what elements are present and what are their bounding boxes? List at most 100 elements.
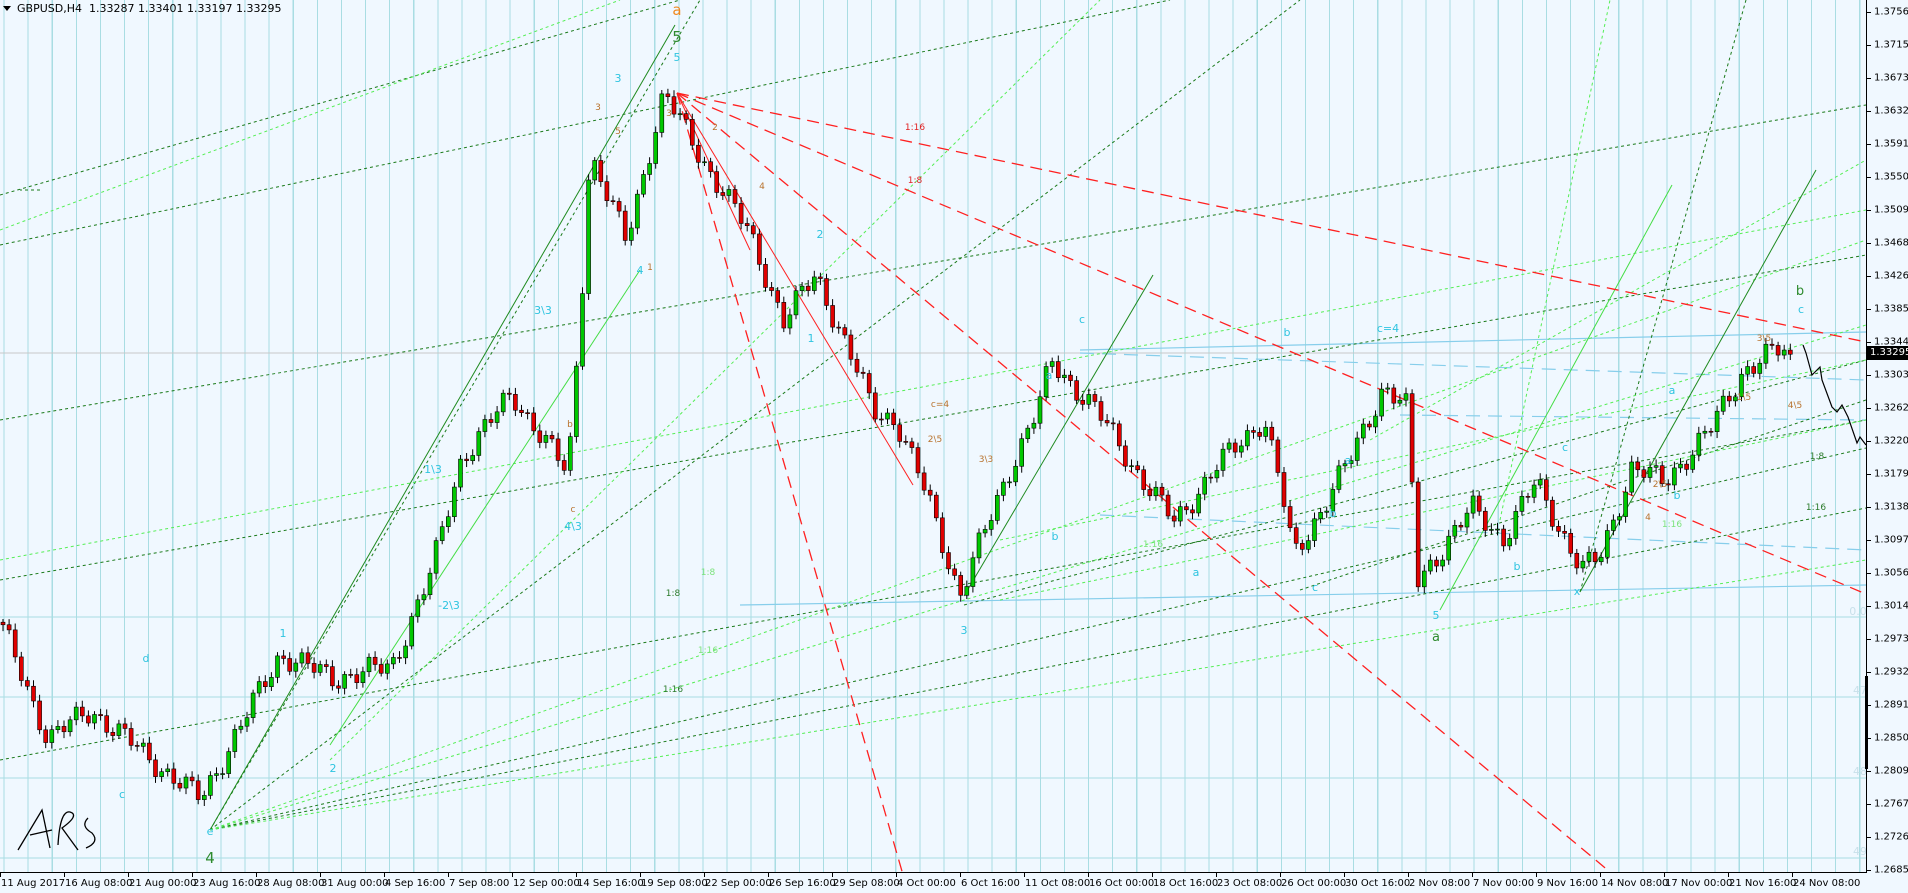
candle-body-bear xyxy=(946,552,951,570)
candle xyxy=(1049,357,1055,373)
gann-label: 1:8 xyxy=(665,589,681,599)
gann-lines-dark[interactable] xyxy=(0,0,1866,831)
price-tick xyxy=(1867,539,1871,541)
candle xyxy=(1373,410,1378,434)
price-tick-label: 1.30567 xyxy=(1874,567,1908,579)
candle xyxy=(1727,391,1732,407)
candle-body-bear xyxy=(1769,343,1775,346)
candle xyxy=(1062,368,1067,384)
trend-line[interactable] xyxy=(209,24,676,831)
dropdown-triangle-icon[interactable] xyxy=(3,6,11,11)
trend-line[interactable] xyxy=(1439,184,1673,611)
chart-plot-area[interactable]: GBPUSD,H4 1.33287 1.33401 1.33197 1.3329… xyxy=(0,0,1866,872)
candle xyxy=(1367,420,1372,431)
trend-line[interactable] xyxy=(209,239,1866,831)
candle-body-bear xyxy=(696,144,701,163)
candle-body-bear xyxy=(1184,506,1189,511)
channel-line[interactable] xyxy=(1399,414,1866,421)
candle xyxy=(177,777,183,792)
trend-line[interactable] xyxy=(0,0,1171,246)
projection-line[interactable] xyxy=(1802,344,1866,446)
candle-body-bear xyxy=(671,96,677,115)
trend-line[interactable] xyxy=(209,507,1866,831)
price-tick-label: 1.32207 xyxy=(1874,435,1908,447)
candle xyxy=(1232,438,1238,459)
fan-line-1-4[interactable] xyxy=(676,92,1611,872)
trend-line[interactable] xyxy=(0,419,1866,761)
trend-line[interactable] xyxy=(0,0,621,231)
trend-line[interactable] xyxy=(0,209,1866,561)
gann-label: 1:16 xyxy=(1661,520,1683,530)
solid-green-trendlines[interactable] xyxy=(209,24,1817,831)
candle-body-bear xyxy=(805,285,811,291)
channel-line[interactable] xyxy=(1099,514,1866,551)
trend-line[interactable] xyxy=(329,0,1101,761)
trend-line[interactable] xyxy=(209,0,701,831)
channel-line[interactable] xyxy=(739,584,1866,606)
candle xyxy=(378,658,384,677)
candle xyxy=(506,387,512,401)
candle xyxy=(1190,504,1195,520)
candle-body-bear xyxy=(525,412,530,415)
channel-lines[interactable] xyxy=(739,331,1866,606)
trend-line[interactable] xyxy=(999,419,1866,601)
candle-body-bull xyxy=(702,161,707,164)
candle-body-bear xyxy=(1123,445,1128,467)
candle-body-bear xyxy=(1562,530,1567,534)
wave-label: 3\5 xyxy=(1756,334,1772,344)
candle-body-bear xyxy=(561,460,567,471)
trend-line[interactable] xyxy=(0,0,681,196)
projection-path[interactable] xyxy=(1802,344,1866,602)
trend-line[interactable] xyxy=(1369,159,1866,441)
trend-line[interactable] xyxy=(209,559,1866,831)
trend-line[interactable] xyxy=(329,269,641,746)
candle-body-bear xyxy=(1775,345,1781,356)
fan-line-1-8[interactable] xyxy=(676,92,1866,595)
trend-line[interactable] xyxy=(209,324,1866,831)
candle-body-bear xyxy=(604,181,610,201)
price-axis[interactable]: 1.37567 1.37157 1.36737 1.36327 1.35917 1.355… xyxy=(1866,0,1908,876)
fan-line-1-1[interactable] xyxy=(676,92,908,872)
candle-body-bear xyxy=(940,517,945,553)
candle-body-bull xyxy=(1653,465,1659,468)
trend-line[interactable] xyxy=(1579,0,1747,593)
candle xyxy=(6,619,12,635)
trend-line[interactable] xyxy=(963,274,1154,597)
candle xyxy=(994,489,1000,525)
fan-solid-line[interactable] xyxy=(676,92,914,486)
candle xyxy=(647,157,652,181)
red-fan-lines[interactable] xyxy=(676,92,1866,872)
time-tick xyxy=(256,873,257,877)
candle xyxy=(842,324,848,339)
trend-line[interactable] xyxy=(1499,0,1611,521)
gann-lines-light[interactable] xyxy=(0,0,1866,831)
candle xyxy=(1525,492,1531,504)
candle-body-bear xyxy=(1190,509,1195,514)
trend-line[interactable] xyxy=(209,0,1301,831)
trend-line[interactable] xyxy=(999,359,1866,541)
fan-solid-line[interactable] xyxy=(676,92,751,251)
trend-line[interactable] xyxy=(0,104,1866,421)
candle xyxy=(153,754,158,783)
candle xyxy=(1098,396,1104,427)
candle xyxy=(464,453,469,468)
trend-line[interactable] xyxy=(209,447,1866,831)
candle xyxy=(1739,368,1744,402)
channel-line[interactable] xyxy=(1079,331,1866,351)
wave-label: a xyxy=(672,1,682,19)
candle xyxy=(555,432,561,467)
candle xyxy=(824,273,829,311)
candle-body-bear xyxy=(1110,422,1116,425)
fan-line-1-16[interactable] xyxy=(676,92,1866,343)
wave-label: b xyxy=(1795,284,1805,299)
time-axis[interactable]: 11 Aug 2017 16 Aug 08:00 21 Aug 00:00 23 Au… xyxy=(0,872,1867,893)
candle-body-bear xyxy=(25,680,30,687)
candle-body-bull xyxy=(543,435,549,443)
candle-body-bear xyxy=(872,392,878,420)
trend-line[interactable] xyxy=(0,254,1866,581)
price-tick xyxy=(1867,474,1871,476)
candle xyxy=(1330,483,1336,518)
time-tick xyxy=(192,873,193,877)
candle-body-bear xyxy=(1391,387,1397,404)
candle-body-bear xyxy=(1592,551,1598,563)
